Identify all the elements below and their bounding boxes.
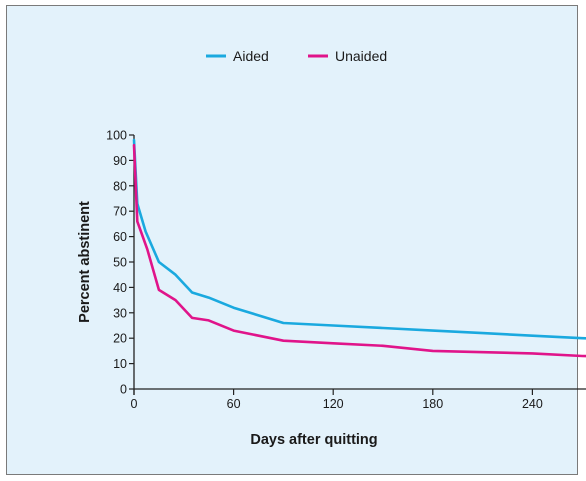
y-tick-label: 20 [113, 332, 127, 346]
y-tick-label: 30 [113, 306, 127, 320]
x-tick-label: 120 [323, 397, 344, 411]
series-layer [132, 138, 586, 358]
x-tick-label: 60 [227, 397, 241, 411]
legend-label-unaided: Unaided [335, 48, 387, 64]
y-tick-label: 70 [113, 205, 127, 219]
chart-panel [6, 5, 578, 475]
y-tick-label: 0 [120, 383, 127, 397]
series-line-aided [132, 138, 586, 340]
x-tick-label: 180 [422, 397, 443, 411]
legend: Aided Unaided [206, 48, 387, 64]
y-tick-label: 80 [113, 179, 127, 193]
x-tick-label: 0 [131, 397, 138, 411]
y-tick-label: 50 [113, 256, 127, 270]
y-tick-label: 100 [106, 129, 127, 143]
axes: 0102030405060708090100060120180240300360 [106, 129, 586, 411]
y-tick-label: 60 [113, 230, 127, 244]
y-tick-label: 90 [113, 154, 127, 168]
y-axis-title: Percent abstinent [77, 201, 93, 323]
y-tick-label: 10 [113, 357, 127, 371]
x-tick-label: 240 [522, 397, 543, 411]
legend-label-aided: Aided [233, 48, 269, 64]
x-axis-title: Days after quitting [250, 432, 377, 448]
series-line-unaided [132, 143, 586, 358]
y-tick-label: 40 [113, 281, 127, 295]
